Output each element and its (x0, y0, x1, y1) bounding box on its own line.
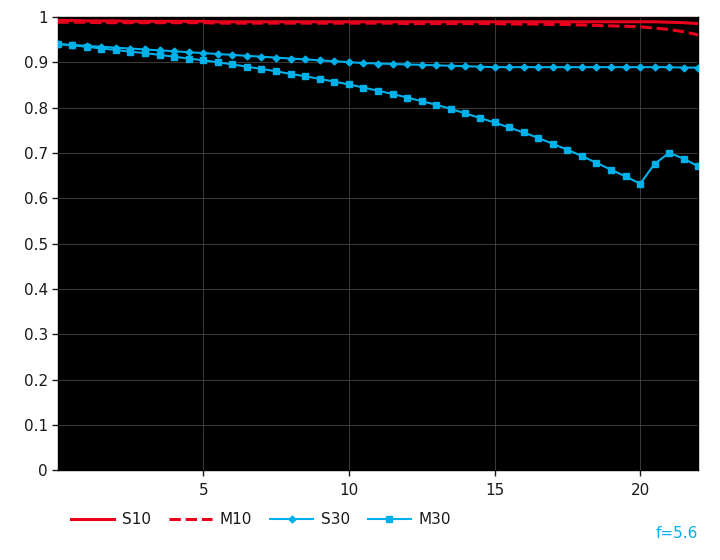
Legend: S10, M10, S30, M30: S10, M10, S30, M30 (66, 506, 457, 533)
Text: f=5.6: f=5.6 (656, 526, 698, 541)
